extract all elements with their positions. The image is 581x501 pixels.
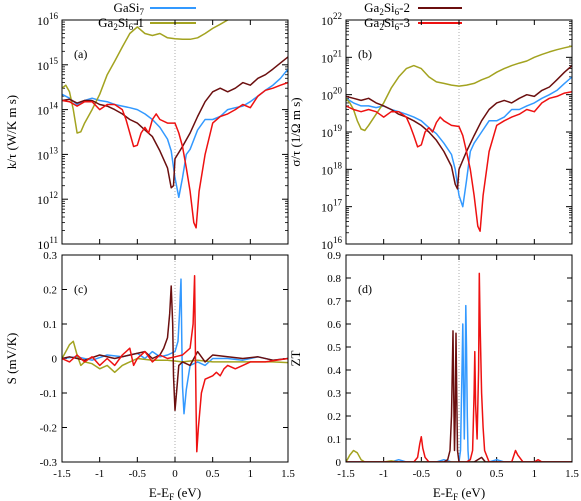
y-tick-label: 0.1 <box>43 319 57 331</box>
y-axis-label: k/τ (W/K m s) <box>4 95 19 169</box>
panel-label: (c) <box>74 282 87 296</box>
y-tick-label: 0.1 <box>327 434 341 446</box>
x-tick-label: 0 <box>456 468 462 480</box>
plot-frame <box>61 254 289 463</box>
y-tick-label: 0.9 <box>327 250 341 262</box>
legend-label: Ga2Si6-2 <box>364 0 410 17</box>
y-tick-label: 0.4 <box>327 365 341 377</box>
y-tick-label: 0.8 <box>327 273 341 285</box>
x-tick-label: -0.5 <box>129 468 147 480</box>
y-tick-label: 1017 <box>321 198 343 215</box>
y-tick-label: 0.3 <box>43 250 57 262</box>
series-line <box>346 65 572 190</box>
y-tick-label: 0.6 <box>327 319 341 331</box>
y-tick-label: 1016 <box>37 11 59 28</box>
y-axis-label: σ/τ (1/Ω m s) <box>288 97 303 166</box>
y-tick-label: 0 <box>336 457 342 469</box>
y-tick-label: 0.3 <box>327 388 341 400</box>
y-axis-label: ZT <box>288 351 303 367</box>
series-line <box>62 68 288 199</box>
panels: 1011 1012 1013 1014 1015 1016 (a) k/τ (W/K m s)… <box>4 11 579 501</box>
x-tick-label: 1.5 <box>565 468 579 480</box>
panel-a: 1011 1012 1013 1014 1015 1016 (a) k/τ (W/K m s) <box>4 11 289 252</box>
y-tick-label: -0.1 <box>40 388 57 400</box>
y-tick-label: 1012 <box>37 190 58 207</box>
y-tick-label: 1014 <box>37 101 59 118</box>
series-line <box>346 304 572 462</box>
y-tick-label: -0.3 <box>40 457 58 469</box>
x-axis-label: E-EF (eV) <box>149 485 201 501</box>
y-tick-label: 0 <box>52 354 58 366</box>
y-tick-label: 0.2 <box>43 285 57 297</box>
x-tick-label: 0.5 <box>206 468 220 480</box>
y-tick-label: 1016 <box>321 235 343 252</box>
x-tick-label: -0.5 <box>413 468 431 480</box>
y-tick-label: 1015 <box>37 56 59 73</box>
legend-entry: GaSi7 <box>114 0 196 17</box>
x-tick-label: -1.5 <box>337 468 355 480</box>
legend-label: GaSi7 <box>114 0 145 17</box>
y-tick-label: 0.2 <box>327 411 341 423</box>
x-tick-label: 1 <box>532 468 538 480</box>
y-tick-label: -0.2 <box>40 423 57 435</box>
series-line <box>346 330 572 462</box>
legend-entry: Ga2Si6-1 <box>98 15 196 32</box>
x-axis-label: E-EF (eV) <box>433 485 485 501</box>
series-line <box>346 76 572 208</box>
panel-b: 1016 1017 1018 1019 1020 1021 1022 (b) σ/τ (1/Ω … <box>288 11 573 252</box>
plot-frame <box>345 254 573 463</box>
legend-entry: Ga2Si6-3 <box>364 15 462 32</box>
panel-label: (b) <box>358 47 372 61</box>
series-line <box>62 56 288 189</box>
x-tick-label: -1 <box>95 468 104 480</box>
panel-label: (a) <box>74 47 87 61</box>
y-tick-label: 1011 <box>37 235 58 252</box>
panel-label: (d) <box>358 282 372 296</box>
series-line <box>62 20 230 134</box>
x-tick-label: 1 <box>248 468 254 480</box>
series-line <box>346 90 572 232</box>
y-tick-label: 1013 <box>37 145 59 162</box>
series-line <box>62 340 288 374</box>
series-line <box>62 274 288 453</box>
plot-frame <box>345 19 573 245</box>
x-tick-label: -1 <box>379 468 388 480</box>
y-tick-label: 1019 <box>321 123 343 140</box>
legend-label: Ga2Si6-1 <box>98 15 144 32</box>
series-line <box>346 45 572 132</box>
y-tick-label: 0.5 <box>327 342 341 354</box>
y-axis-label: S (mV/K) <box>4 333 19 385</box>
y-tick-label: 1021 <box>321 48 342 65</box>
y-tick-label: 1022 <box>321 11 342 28</box>
legend-label: Ga2Si6-3 <box>364 15 410 32</box>
y-tick-label: 1018 <box>321 160 343 177</box>
x-tick-label: 1.5 <box>281 468 295 480</box>
y-tick-label: 0.7 <box>327 296 341 308</box>
y-tick-label: 1020 <box>321 86 343 103</box>
x-tick-label: -1.5 <box>53 468 71 480</box>
x-tick-label: 0.5 <box>490 468 504 480</box>
panel-c: -1.5 -1 -0.5 0 0.5 1 1.5 -0.3 -0.2 -0.1 0 0.1 0.2 0.3… <box>4 250 295 501</box>
series-line <box>346 272 572 462</box>
plot-frame <box>61 19 289 245</box>
legend-entry: Ga2Si6-2 <box>364 0 462 17</box>
panel-d: -1.5 -1 -0.5 0 0.5 1 1.5 0 0.1 0.2 0.3 0.4 0.5 0.6 0.7… <box>288 250 579 501</box>
x-tick-label: 0 <box>172 468 178 480</box>
series-line <box>62 285 288 412</box>
series-line <box>62 81 288 229</box>
